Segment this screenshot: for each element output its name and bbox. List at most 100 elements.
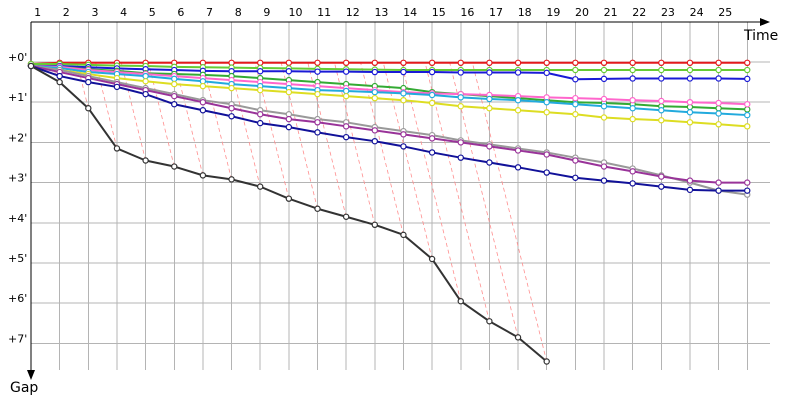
series-line [30, 65, 748, 192]
data-point [371, 94, 378, 102]
data-point [658, 59, 665, 67]
data-point [142, 72, 149, 80]
data-point [457, 103, 464, 110]
x-tick-label: 24 [690, 6, 704, 19]
data-point [543, 358, 550, 365]
x-tick-label: 11 [317, 6, 331, 19]
data-point [27, 62, 35, 70]
data-point [285, 59, 293, 67]
data-point [715, 99, 722, 107]
x-tick-label: 3 [91, 6, 98, 19]
data-point [744, 106, 751, 113]
data-point [572, 111, 579, 118]
data-point [371, 137, 378, 145]
data-point [314, 59, 321, 67]
data-point [744, 111, 751, 119]
data-point [371, 68, 378, 76]
data-point [514, 59, 522, 67]
data-point [314, 129, 321, 136]
data-point [600, 95, 608, 103]
y-tick-labels: +0' +1' +2' +3' +4' +5' +6' +7' [8, 51, 27, 345]
data-point [228, 84, 235, 92]
data-point [171, 80, 178, 88]
data-point [543, 59, 550, 67]
data-point [199, 107, 207, 114]
series-line [30, 65, 748, 106]
data-point [600, 114, 608, 121]
data-point [658, 173, 665, 180]
data-point [428, 149, 436, 156]
data-point [457, 69, 464, 76]
data-point [257, 68, 264, 75]
data-point [600, 75, 608, 83]
series-line [31, 65, 748, 81]
data-point [342, 68, 350, 75]
data-point [171, 75, 178, 83]
data-point [400, 231, 407, 239]
data-point [715, 66, 722, 74]
data-point [744, 59, 751, 67]
x-tick-label: 25 [718, 6, 732, 19]
x-tick-label: 4 [120, 6, 127, 19]
data-point [514, 147, 522, 154]
data-point [686, 109, 694, 116]
data-point [600, 66, 608, 74]
data-point [629, 168, 636, 175]
data-point [658, 97, 665, 105]
data-point [600, 163, 608, 170]
data-point [543, 109, 550, 116]
data-point [744, 123, 751, 130]
data-point [113, 83, 121, 91]
data-point [600, 103, 608, 110]
data-point [744, 179, 751, 186]
data-point [342, 87, 350, 95]
y-tick-label: +4' [8, 212, 27, 225]
x-tick-label: 7 [206, 6, 213, 19]
data-point [686, 98, 694, 106]
data-point [457, 139, 464, 146]
y-tick-label: +2' [8, 131, 27, 144]
x-tick-label: 10 [289, 6, 303, 19]
data-point [457, 94, 464, 101]
x-tick-label: 17 [489, 6, 503, 19]
x-tick-label: 14 [403, 6, 417, 19]
drift-line [471, 61, 548, 362]
data-point [514, 69, 522, 76]
drift-line [254, 61, 290, 199]
data-point [342, 133, 350, 141]
data-point [658, 75, 665, 82]
data-point [572, 76, 579, 83]
data-point [572, 101, 579, 108]
data-point [744, 187, 751, 194]
series-line [30, 65, 748, 184]
data-point [572, 157, 579, 164]
data-point [142, 157, 149, 164]
data-point [514, 164, 522, 171]
data-point [400, 68, 407, 76]
data-point [285, 115, 293, 123]
data-point [658, 107, 665, 114]
y-tick-label: +5' [8, 252, 27, 265]
data-point [686, 186, 694, 194]
data-point [600, 59, 608, 67]
x-tick-label: 20 [575, 6, 589, 19]
data-point [314, 90, 321, 98]
x-axis-title: Time [743, 28, 778, 44]
data-point [486, 59, 493, 67]
data-point [686, 75, 694, 82]
data-point [715, 59, 722, 67]
x-tick-label: 6 [177, 6, 184, 19]
data-point [285, 68, 293, 75]
data-point [342, 123, 350, 130]
data-point [686, 119, 694, 126]
data-point [486, 105, 493, 112]
y-tick-label: +0' [8, 51, 27, 64]
drift-line [424, 61, 490, 322]
drift-line [307, 61, 347, 217]
x-tick-label: 5 [149, 6, 156, 19]
data-point [629, 105, 636, 112]
data-point [715, 105, 722, 112]
data-point [486, 159, 493, 166]
data-point [744, 101, 751, 108]
